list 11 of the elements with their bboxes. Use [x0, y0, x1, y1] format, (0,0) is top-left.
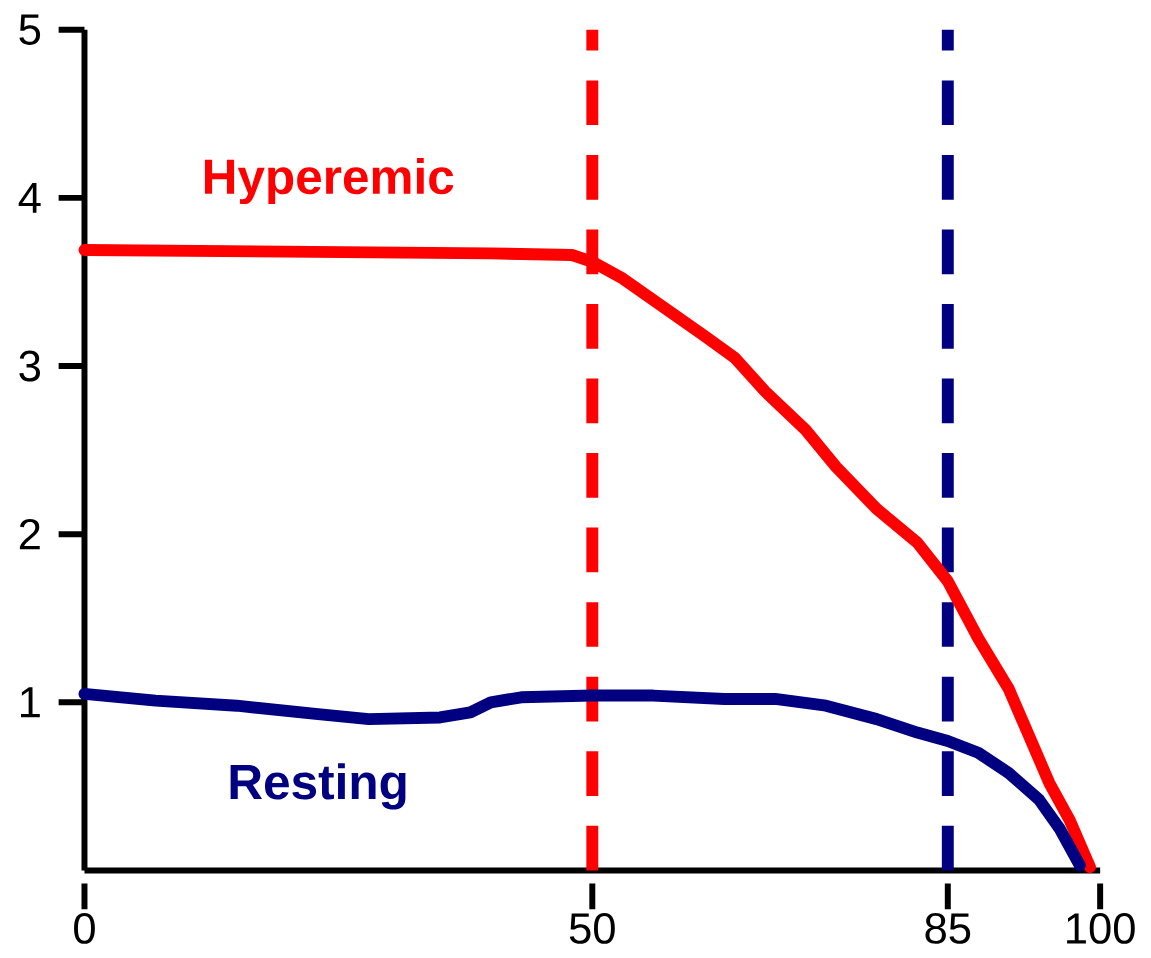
x-tick-label: 0	[74, 912, 95, 944]
x-tick-label: 100	[1067, 912, 1135, 944]
series-label: Resting	[230, 763, 406, 810]
y-tick-label: 2	[19, 518, 40, 550]
series-label: Hyperemic	[204, 157, 454, 204]
x-tick-label: 50	[569, 912, 615, 944]
y-tick-label: 4	[18, 182, 41, 213]
y-tick-label: 1	[21, 687, 40, 718]
y-tick-label: 3	[19, 350, 41, 382]
x-tick-label: 85	[925, 912, 971, 944]
y-tick-label: 5	[19, 14, 41, 45]
